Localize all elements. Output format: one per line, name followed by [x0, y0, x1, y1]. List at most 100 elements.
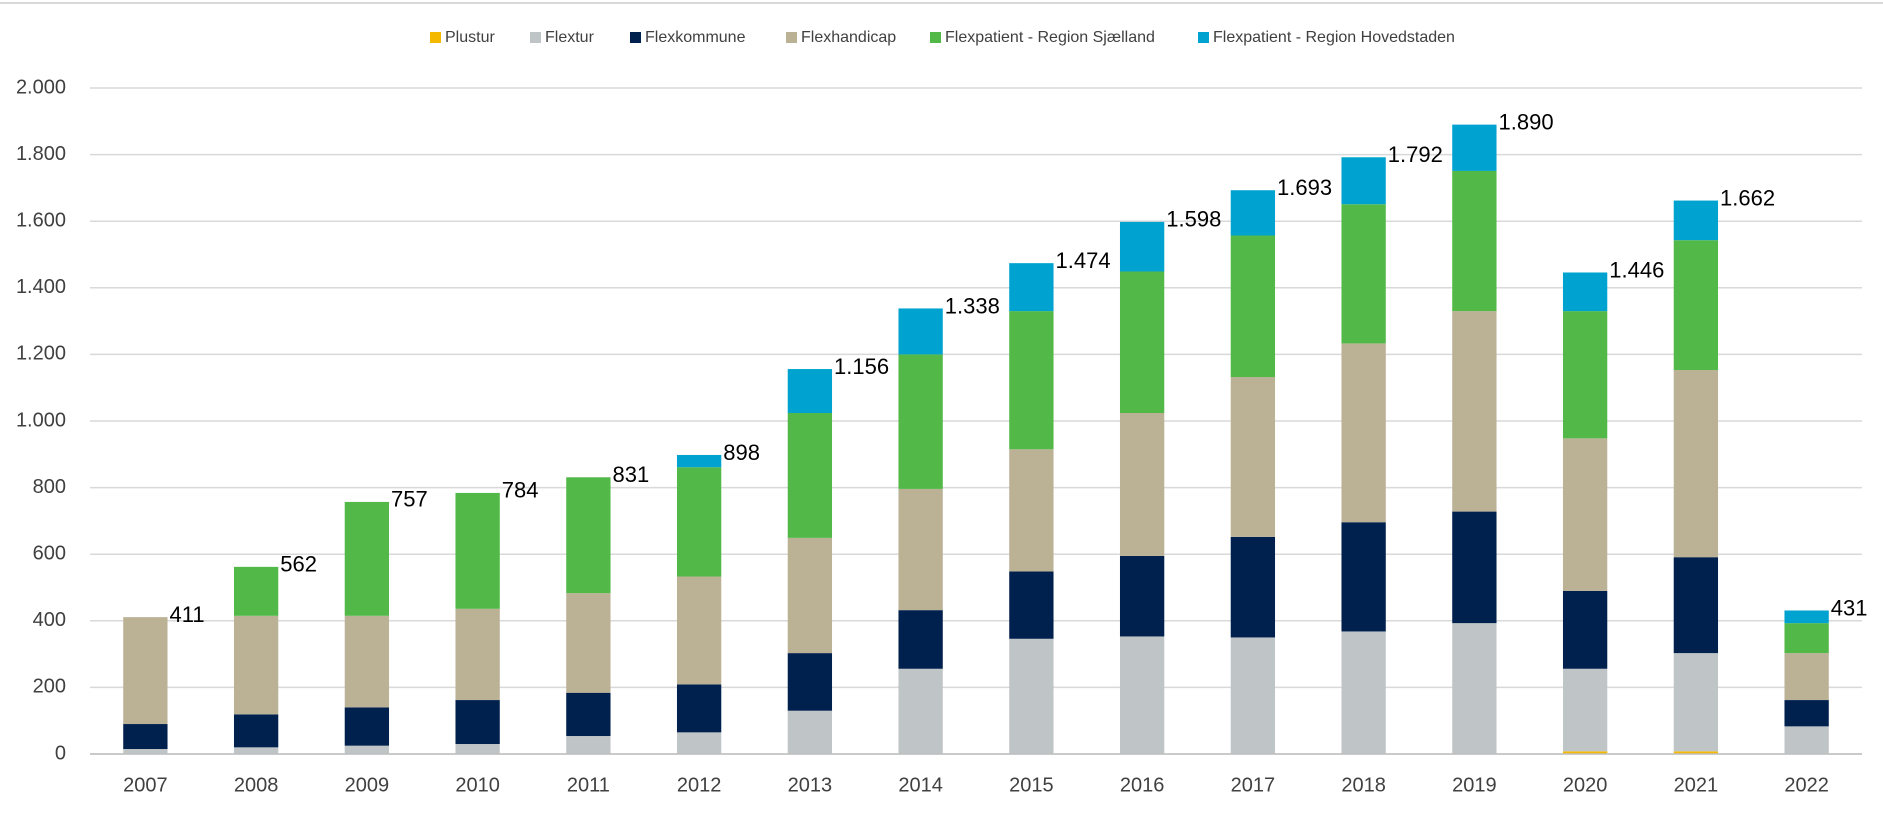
bar-segment: [1119, 555, 1165, 637]
bar-segment: [1562, 590, 1608, 669]
legend-label: Flexpatient - Region Sjælland: [945, 29, 1155, 46]
bar-segment: [1009, 449, 1054, 572]
y-tick-label: 1.400: [16, 276, 66, 298]
bar-segment: [1341, 343, 1386, 523]
bar-segment: [1562, 751, 1608, 754]
bar-segment: [1341, 522, 1386, 632]
total-label: 1.662: [1720, 185, 1775, 210]
legend-swatch: [630, 32, 641, 43]
legend-swatch: [530, 32, 541, 43]
x-tick-label: 2008: [234, 774, 279, 796]
bar-segment: [1784, 610, 1829, 624]
x-tick-label: 2012: [677, 774, 722, 796]
x-tick-label: 2016: [1120, 774, 1165, 796]
bar-segment: [676, 576, 722, 685]
x-tick-label: 2017: [1231, 774, 1276, 796]
x-tick-label: 2018: [1341, 774, 1386, 796]
bar-segment: [455, 492, 500, 609]
bar-segment: [787, 369, 833, 414]
x-tick-label: 2022: [1784, 774, 1829, 796]
bar-segment: [1230, 377, 1276, 537]
bar-segment: [787, 537, 833, 654]
bar-segment: [1562, 311, 1608, 439]
total-label: 784: [502, 478, 539, 503]
bar-segment: [233, 566, 279, 616]
x-tick-label: 2011: [567, 774, 610, 796]
total-label: 411: [170, 602, 205, 627]
bar-segment: [898, 610, 943, 669]
bar-segment: [566, 692, 611, 737]
legend-label: Flextur: [545, 29, 595, 46]
bar-segment: [1562, 438, 1608, 591]
x-tick-label: 2010: [455, 774, 500, 796]
total-label: 431: [1831, 595, 1868, 620]
bar-segment: [233, 747, 279, 754]
bar-segment: [1452, 623, 1497, 754]
x-tick-label: 2021: [1674, 774, 1719, 796]
x-tick-label: 2020: [1563, 774, 1608, 796]
bar-segment: [1673, 557, 1719, 654]
x-tick-label: 2007: [123, 774, 168, 796]
bar-segment: [1452, 311, 1497, 512]
bar-segment: [566, 593, 611, 693]
bar-segment: [1119, 271, 1165, 414]
y-tick-label: 800: [33, 476, 66, 498]
bar-segment: [1009, 571, 1054, 639]
bar-segment: [455, 608, 500, 701]
bar-segment: [898, 354, 943, 489]
x-tick-label: 2015: [1009, 774, 1054, 796]
bar-segment: [344, 707, 390, 746]
legend-label: Flexhandicap: [801, 29, 896, 46]
bar-segment: [123, 724, 168, 750]
total-label: 831: [613, 462, 650, 487]
y-tick-label: 600: [33, 542, 66, 564]
y-tick-label: 0: [55, 742, 66, 764]
bar-segment: [676, 467, 722, 577]
bar-segment: [1784, 623, 1829, 654]
bar-segment: [676, 732, 722, 754]
y-tick-label: 1.200: [16, 343, 66, 365]
bar-segment: [344, 501, 390, 616]
bar-segment: [1784, 653, 1829, 701]
y-tick-label: 2.000: [16, 76, 66, 98]
total-label: 757: [391, 487, 428, 512]
bar-segment: [676, 684, 722, 733]
bar-segment: [1452, 511, 1497, 624]
bar-segment: [1230, 235, 1276, 378]
bar-segment: [233, 615, 279, 715]
x-tick-label: 2014: [898, 774, 943, 796]
legend-swatch: [1198, 32, 1209, 43]
legend-swatch: [786, 32, 797, 43]
bar-segment: [1673, 751, 1719, 754]
total-label: 1.474: [1056, 248, 1111, 273]
bar-segment: [1230, 190, 1276, 236]
y-tick-label: 1.000: [16, 409, 66, 431]
bar-segment: [1562, 272, 1608, 312]
y-tick-label: 1.600: [16, 209, 66, 231]
bar-segment: [1452, 124, 1497, 171]
bar-segment: [1341, 157, 1386, 205]
total-label: 1.598: [1166, 207, 1221, 232]
legend-label: Plustur: [445, 29, 495, 46]
bar-segment: [1452, 170, 1497, 312]
bar-segment: [1673, 200, 1719, 241]
bar-segment: [787, 413, 833, 538]
bar-segment: [1784, 726, 1829, 754]
legend-swatch: [430, 32, 441, 43]
bar-segment: [1230, 637, 1276, 754]
x-tick-label: 2019: [1452, 774, 1497, 796]
bar-segment: [344, 615, 390, 708]
total-label: 1.792: [1388, 142, 1443, 167]
bar-segment: [1673, 653, 1719, 752]
bar-segment: [455, 700, 500, 745]
bar-segment: [676, 454, 722, 468]
legend-swatch: [930, 32, 941, 43]
bar-segment: [898, 668, 943, 754]
y-tick-label: 200: [33, 676, 66, 698]
y-tick-label: 400: [33, 609, 66, 631]
y-tick-label: 1.800: [16, 143, 66, 165]
legend-label: Flexpatient - Region Hovedstaden: [1213, 29, 1455, 46]
bar-segment: [566, 477, 611, 594]
bar-segment: [1673, 240, 1719, 371]
